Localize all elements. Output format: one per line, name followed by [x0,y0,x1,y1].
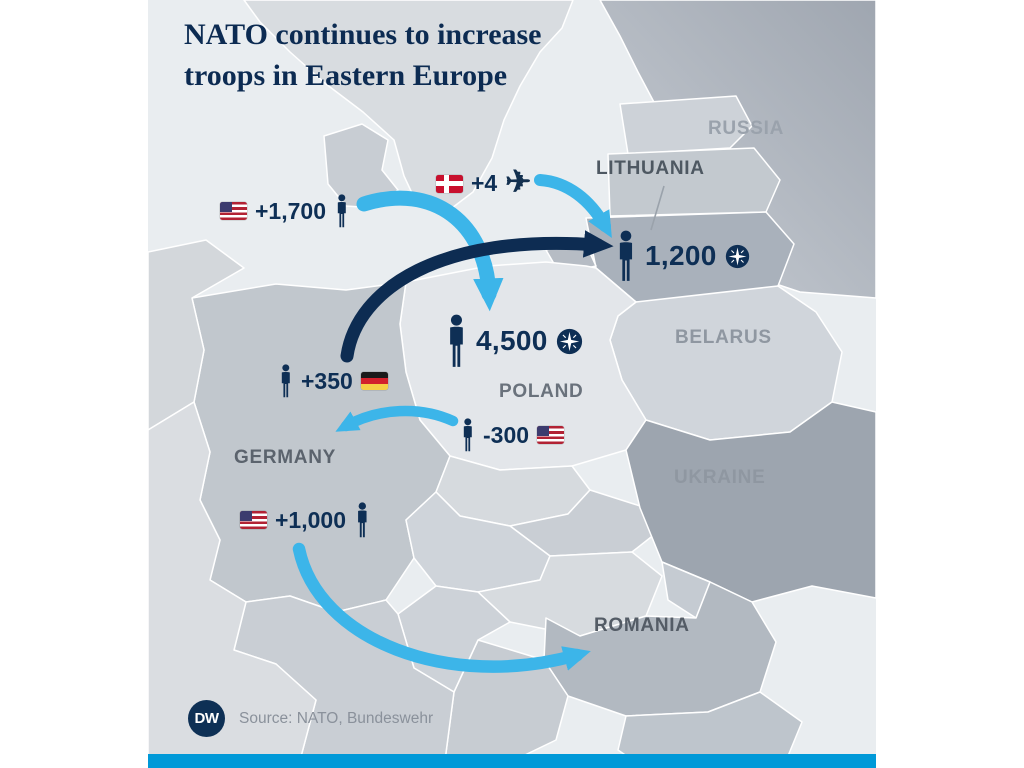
footer-accent-bar [148,754,876,768]
fighter-jet-icon: ✈ [505,164,532,199]
annotation-lithuania-troops: 1,200 [614,230,750,282]
country-label-romania: ROMANIA [594,615,690,636]
soldier-icon [337,194,346,228]
country-shape-estonia [619,95,753,155]
soldier-icon [463,418,472,452]
country-shape-hungary [477,551,663,637]
country-label-russia: RUSSIA [708,118,784,139]
arrow-denmark-to-lithuania [534,174,612,238]
title-line-2: troops in Eastern Europe [184,59,508,92]
annotation-danish-jets: +4 ✈ [436,164,532,199]
annotation-poland-reduction: -300 [460,418,565,452]
annotation-value: +1,000 [275,506,346,533]
dw-logo: DW [188,700,225,737]
nato-emblem-icon [725,244,749,268]
germany-flag-icon [360,372,388,390]
country-label-germany: GERMANY [234,447,337,468]
source-attribution: Source: NATO, Bundeswehr [239,709,434,727]
country-shape-denmark [323,123,399,209]
annotation-value: +4 [471,170,498,196]
annotation-us-to-germany: +1,000 [240,502,370,538]
country-shape-ukraine [625,401,876,603]
us-flag-icon [220,202,247,220]
us-flag-icon [537,426,565,444]
annotation-value: 1,200 [645,240,717,271]
arrow-us-to-poland [356,190,504,312]
annotation-value: +350 [301,367,353,394]
country-shape-france [148,401,317,768]
annotation-us-reinforcement: +1,700 [220,194,349,228]
country-label-lithuania: LITHUANIA [596,158,705,179]
annotation-poland-troops: 4,500 [444,314,583,368]
soldier-icon [358,502,367,538]
page-title: NATO continues to increase troops in Eas… [184,14,542,96]
annotation-value: -300 [483,421,530,448]
denmark-flag-icon [436,174,463,193]
country-label-belarus: BELARUS [675,327,772,348]
arrow-germany-to-romania [292,542,591,673]
soldier-icon [450,314,463,367]
soldier-icon [619,230,633,281]
soldier-icon [281,364,290,398]
europe-map [148,0,876,768]
map-graphic: NATO continues to increase troops in Eas… [148,0,876,768]
country-label-ukraine: UKRAINE [674,467,766,488]
lithuania-label-pointer [650,185,665,231]
annotation-value: 4,500 [476,325,548,356]
annotation-german-reinforcement: +350 [278,364,388,398]
country-label-poland: POLAND [499,381,584,402]
annotation-value: +1,700 [255,197,326,224]
footer: DW Source: NATO, Bundeswehr [188,700,433,737]
arrow-germany-to-lithuania [340,230,614,363]
title-line-1: NATO continues to increase [184,18,542,51]
troop-movement-arrows [292,174,614,673]
arrow-poland-to-germany [335,405,459,432]
nato-emblem-icon [556,328,582,354]
us-flag-icon [240,511,267,529]
country-shape-latvia [607,147,781,217]
